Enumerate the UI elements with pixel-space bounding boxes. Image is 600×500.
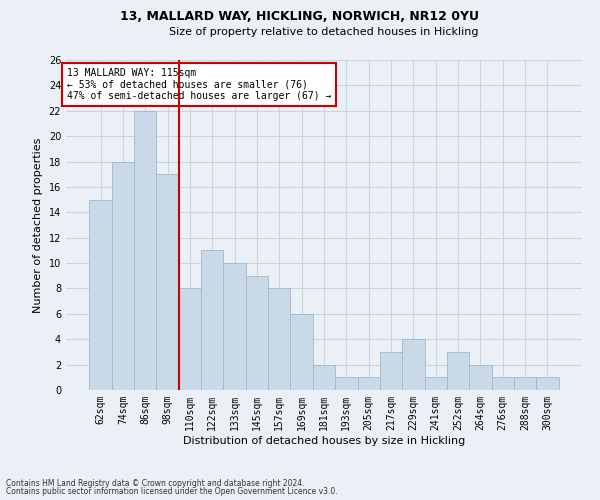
Text: Contains public sector information licensed under the Open Government Licence v3: Contains public sector information licen…: [6, 487, 338, 496]
Title: Size of property relative to detached houses in Hickling: Size of property relative to detached ho…: [169, 27, 479, 37]
Bar: [157, 174, 179, 390]
X-axis label: Distribution of detached houses by size in Hickling: Distribution of detached houses by size …: [183, 436, 465, 446]
Bar: [112, 162, 134, 390]
Text: 13, MALLARD WAY, HICKLING, NORWICH, NR12 0YU: 13, MALLARD WAY, HICKLING, NORWICH, NR12…: [121, 10, 479, 23]
Bar: [447, 352, 469, 390]
Bar: [402, 339, 425, 390]
Bar: [201, 250, 223, 390]
Bar: [469, 364, 491, 390]
Bar: [536, 378, 559, 390]
Y-axis label: Number of detached properties: Number of detached properties: [33, 138, 43, 312]
Bar: [89, 200, 112, 390]
Bar: [514, 378, 536, 390]
Bar: [358, 378, 380, 390]
Bar: [134, 111, 157, 390]
Bar: [268, 288, 290, 390]
Bar: [246, 276, 268, 390]
Bar: [313, 364, 335, 390]
Bar: [380, 352, 402, 390]
Text: Contains HM Land Registry data © Crown copyright and database right 2024.: Contains HM Land Registry data © Crown c…: [6, 478, 305, 488]
Bar: [290, 314, 313, 390]
Text: 13 MALLARD WAY: 115sqm
← 53% of detached houses are smaller (76)
47% of semi-det: 13 MALLARD WAY: 115sqm ← 53% of detached…: [67, 68, 331, 102]
Bar: [179, 288, 201, 390]
Bar: [335, 378, 358, 390]
Bar: [425, 378, 447, 390]
Bar: [491, 378, 514, 390]
Bar: [223, 263, 246, 390]
